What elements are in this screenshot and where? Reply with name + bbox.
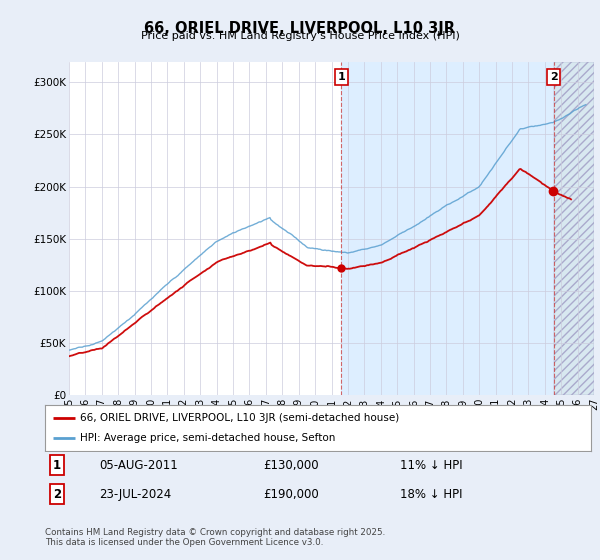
Text: 66, ORIEL DRIVE, LIVERPOOL, L10 3JR (semi-detached house): 66, ORIEL DRIVE, LIVERPOOL, L10 3JR (sem…	[80, 413, 400, 423]
Bar	[554, 62, 594, 395]
Bar	[341, 62, 554, 395]
Text: 11% ↓ HPI: 11% ↓ HPI	[400, 459, 463, 472]
Text: 23-JUL-2024: 23-JUL-2024	[100, 488, 172, 501]
Text: 1: 1	[337, 72, 345, 82]
Text: 1: 1	[53, 459, 61, 472]
Text: £130,000: £130,000	[263, 459, 319, 472]
Text: 2: 2	[53, 488, 61, 501]
Text: 2: 2	[550, 72, 557, 82]
Text: Price paid vs. HM Land Registry's House Price Index (HPI): Price paid vs. HM Land Registry's House …	[140, 31, 460, 41]
Text: 66, ORIEL DRIVE, LIVERPOOL, L10 3JR: 66, ORIEL DRIVE, LIVERPOOL, L10 3JR	[145, 21, 455, 36]
Text: 18% ↓ HPI: 18% ↓ HPI	[400, 488, 463, 501]
Bar	[554, 62, 594, 395]
Text: HPI: Average price, semi-detached house, Sefton: HPI: Average price, semi-detached house,…	[80, 433, 336, 443]
Text: Contains HM Land Registry data © Crown copyright and database right 2025.
This d: Contains HM Land Registry data © Crown c…	[45, 528, 385, 547]
Text: £190,000: £190,000	[263, 488, 319, 501]
Text: 05-AUG-2011: 05-AUG-2011	[100, 459, 178, 472]
